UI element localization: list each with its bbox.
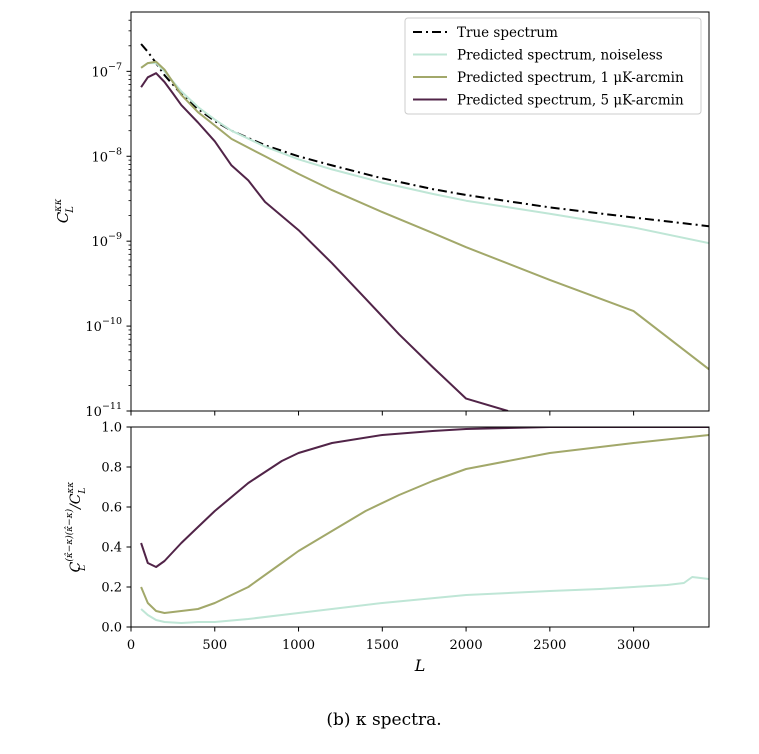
residual-series-line-one	[140, 434, 709, 614]
spectrum-series-line-one	[140, 60, 709, 371]
spectrum-y-tick-label: 10−9	[91, 231, 122, 250]
figure-caption: (b) κ spectra.	[326, 710, 441, 730]
residual-y-tick-label: 0.0	[101, 621, 122, 636]
spectrum-y-tick-label: 10−11	[85, 401, 122, 420]
spectrum-y-tick-label: 10−10	[85, 316, 122, 335]
spectrum-series-line-five	[140, 72, 509, 411]
x-tick-label: 500	[202, 638, 227, 653]
x-tick-label: 3000	[617, 638, 650, 653]
legend: True spectrum Predicted spectrum, noisele…	[404, 17, 702, 115]
x-axis-label: L	[414, 656, 426, 675]
residual-ratio-panel: 0.0 0.2 0.4 0.6 0.8 1.0 0 500 1000 1500 2000 2500 3…	[64, 421, 710, 675]
residual-series-line-five	[140, 427, 709, 568]
legend-label-noiseless: Predicted spectrum, noiseless	[457, 48, 663, 64]
x-tick-label: 0	[127, 638, 135, 653]
residual-series-line-noiseless	[140, 576, 709, 624]
spectrum-y-tick-label: 10−8	[91, 146, 122, 165]
x-tick-label: 2000	[450, 638, 483, 653]
residual-y-tick-label: 0.8	[101, 461, 122, 476]
residual-plot-frame	[130, 426, 710, 628]
residual-y-tick-label: 0.2	[101, 581, 122, 596]
spectrum-y-tick-label: 10−7	[91, 61, 122, 80]
spectrum-series-line-noiseless	[140, 62, 709, 245]
spectrum-panel: 10−11 10−10 10−9 10−8 10−7 CκκL	[53, 11, 710, 420]
residual-y-tick-label: 0.4	[101, 541, 122, 556]
x-tick-label: 2500	[533, 638, 566, 653]
x-tick-label: 1000	[282, 638, 315, 653]
legend-label-one: Predicted spectrum, 1 μK-arcmin	[457, 70, 684, 86]
legend-frame	[404, 17, 702, 115]
residual-y-tick-label: 0.6	[101, 501, 122, 516]
legend-label-five: Predicted spectrum, 5 μK-arcmin	[457, 93, 684, 109]
spectrum-y-axis-label: CκκL	[53, 198, 76, 223]
residual-y-axis-label: C(κ̂−κ)(κ̂−κ)L/Cκκ L	[64, 482, 88, 573]
x-tick-label: 1500	[366, 638, 399, 653]
legend-label-true: True spectrum	[457, 25, 558, 41]
spectrum-plot-frame	[130, 11, 710, 412]
residual-y-tick-label: 1.0	[101, 421, 122, 436]
